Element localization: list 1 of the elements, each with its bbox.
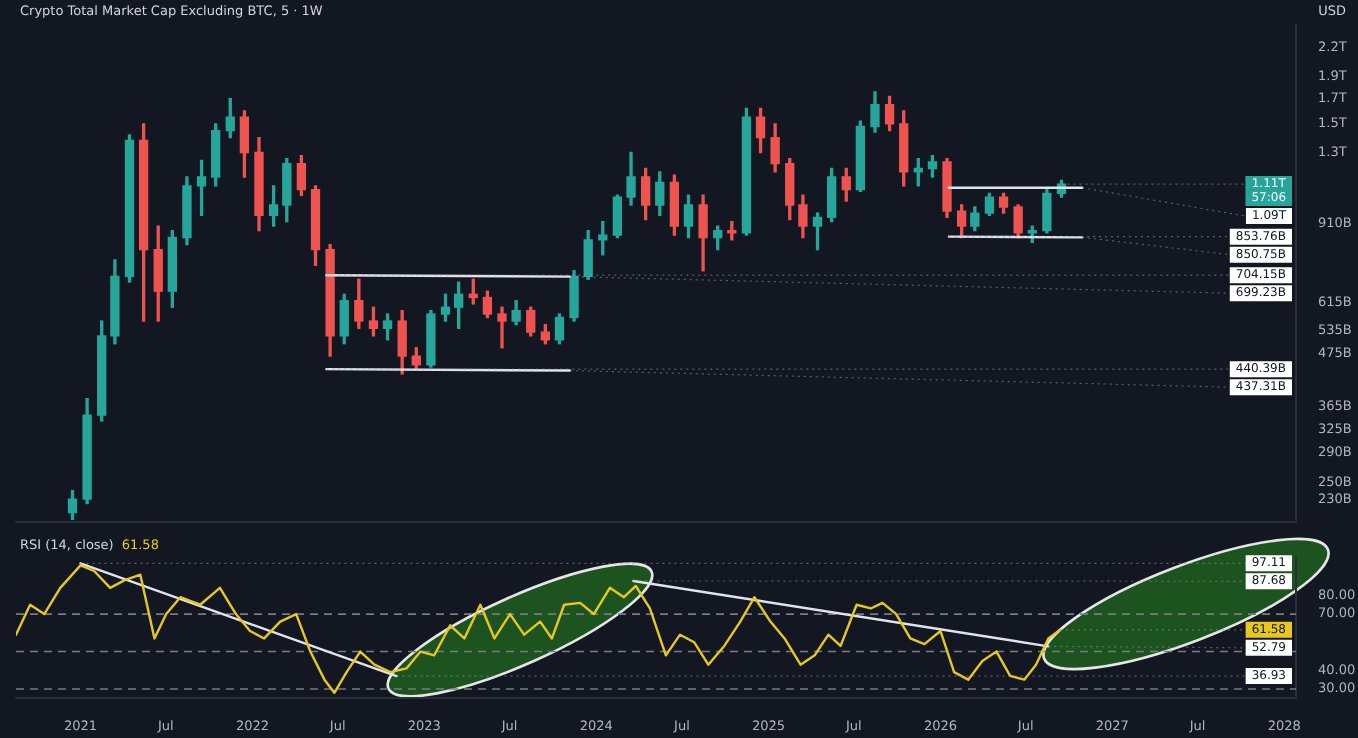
candlestick [497, 306, 507, 349]
